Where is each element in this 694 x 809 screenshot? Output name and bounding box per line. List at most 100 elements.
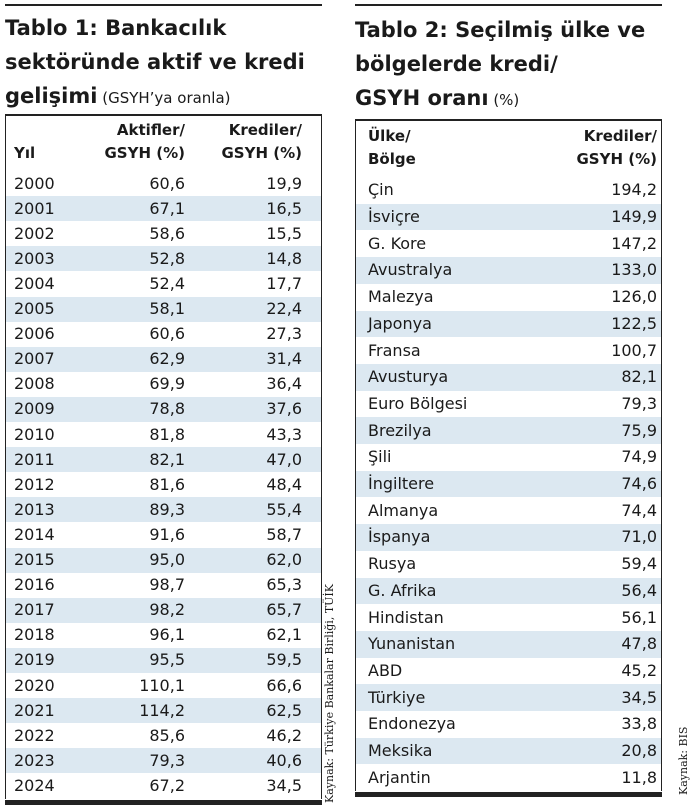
table-cell: Rusya bbox=[368, 554, 417, 574]
table-cell: 11,8 bbox=[621, 767, 657, 787]
title-text: Tablo 1: Bankacılık bbox=[5, 16, 227, 40]
table-cell: 58,7 bbox=[266, 524, 302, 544]
table-cell: 34,5 bbox=[621, 687, 657, 707]
table-cell: 40,6 bbox=[266, 750, 302, 770]
table-cell: Hindistan bbox=[368, 607, 444, 627]
table-cell: 89,3 bbox=[149, 499, 185, 519]
table-cell: 79,3 bbox=[621, 393, 657, 413]
table-cell: 15,5 bbox=[266, 223, 302, 243]
row-stripe bbox=[6, 447, 321, 473]
table-cell: 62,0 bbox=[266, 550, 302, 570]
table-cell: 58,1 bbox=[149, 299, 185, 319]
column-header: Bölge bbox=[368, 150, 416, 168]
table-cell: 194,2 bbox=[611, 180, 657, 200]
table-cell: 22,4 bbox=[266, 299, 302, 319]
table-cell: Arjantin bbox=[368, 767, 431, 787]
table-cell: 75,9 bbox=[621, 420, 657, 440]
row-stripe bbox=[6, 346, 321, 372]
table-cell: 2012 bbox=[14, 474, 55, 494]
table-cell: 66,6 bbox=[266, 675, 302, 695]
left-border bbox=[5, 114, 6, 799]
title-line: bölgelerde kredi/ bbox=[355, 48, 558, 80]
title-line: sektöründe aktif ve kredi bbox=[5, 46, 305, 78]
table-cell: 2008 bbox=[14, 374, 55, 394]
table-cell: 60,6 bbox=[149, 173, 185, 193]
table-cell: 74,4 bbox=[621, 500, 657, 520]
row-stripe bbox=[356, 417, 661, 444]
table-cell: 149,9 bbox=[611, 207, 657, 227]
table-cell: 81,6 bbox=[149, 474, 185, 494]
column-header: GSYH (%) bbox=[221, 144, 303, 162]
table-cell: 56,4 bbox=[621, 580, 657, 600]
table-cell: 56,1 bbox=[621, 607, 657, 627]
table-cell: 110,1 bbox=[139, 675, 185, 695]
table-cell: Endonezya bbox=[368, 714, 456, 734]
table-cell: Brezilya bbox=[368, 420, 432, 440]
table-cell: 2024 bbox=[14, 775, 55, 795]
table-cell: G. Kore bbox=[368, 233, 427, 253]
source-note: Kaynak: BIS bbox=[677, 726, 690, 796]
top-rule bbox=[355, 4, 662, 6]
table-cell: 74,9 bbox=[621, 447, 657, 467]
header-rule bbox=[355, 119, 662, 121]
column-header: Krediler/ bbox=[583, 127, 657, 145]
table-cell: 147,2 bbox=[611, 233, 657, 253]
table-cell: 2013 bbox=[14, 499, 55, 519]
table-cell: 98,2 bbox=[149, 600, 185, 620]
row-stripe bbox=[356, 630, 661, 658]
table-cell: 81,8 bbox=[149, 424, 185, 444]
row-stripe bbox=[6, 396, 321, 422]
table-cell: Yunanistan bbox=[368, 634, 456, 654]
row-stripe bbox=[6, 497, 321, 523]
title-line: Tablo 2: Seçilmiş ülke ve bbox=[355, 14, 645, 46]
title-text: gelişimi bbox=[5, 84, 98, 108]
table-cell: 55,4 bbox=[266, 499, 302, 519]
table-cell: 126,0 bbox=[611, 287, 657, 307]
row-stripe bbox=[6, 748, 321, 774]
row-stripe bbox=[356, 524, 661, 551]
table-cell: 82,1 bbox=[621, 367, 657, 387]
table-cell: 43,3 bbox=[266, 424, 302, 444]
table-cell: 95,5 bbox=[149, 650, 185, 670]
row-stripe bbox=[6, 296, 321, 322]
table-cell: Avustralya bbox=[368, 260, 453, 280]
table-cell: 52,4 bbox=[149, 273, 185, 293]
column-header: GSYH (%) bbox=[576, 150, 658, 168]
table-cell: 62,9 bbox=[149, 349, 185, 369]
table-cell: 62,5 bbox=[266, 700, 302, 720]
table-cell: Euro Bölgesi bbox=[368, 393, 468, 413]
table-cell: 2011 bbox=[14, 449, 55, 469]
source-note: Kaynak: Türkiye Bankalar Birliği, TÜİK bbox=[323, 583, 336, 803]
column-header: Aktifler/ bbox=[116, 121, 185, 139]
title-line: Tablo 1: Bankacılık bbox=[5, 12, 226, 44]
table-cell: 2010 bbox=[14, 424, 55, 444]
title-text: GSYH oranı bbox=[355, 86, 489, 110]
table-cell: Japonya bbox=[368, 313, 432, 333]
column-header: GSYH (%) bbox=[104, 144, 186, 162]
table-cell: İngiltere bbox=[368, 474, 435, 494]
right-border bbox=[321, 114, 322, 799]
table-cell: 69,9 bbox=[149, 374, 185, 394]
table-cell: 78,8 bbox=[149, 399, 185, 419]
table-cell: 47,0 bbox=[266, 449, 302, 469]
bottom-bar bbox=[5, 799, 322, 805]
table-cell: 95,0 bbox=[149, 550, 185, 570]
row-stripe bbox=[356, 470, 661, 498]
row-stripe bbox=[6, 196, 321, 222]
right-border bbox=[661, 119, 662, 792]
table-cell: 96,1 bbox=[149, 625, 185, 645]
table-cell: 2005 bbox=[14, 299, 55, 319]
table-cell: Çin bbox=[368, 180, 394, 200]
table-cell: 20,8 bbox=[621, 741, 657, 761]
table-cell: 37,6 bbox=[266, 399, 302, 419]
top-rule bbox=[5, 4, 322, 6]
row-stripe bbox=[356, 257, 661, 284]
table-cell: 58,6 bbox=[149, 223, 185, 243]
table-cell: ABD bbox=[368, 660, 403, 680]
row-stripe bbox=[6, 597, 321, 623]
left-border bbox=[355, 119, 356, 792]
table-cell: 2002 bbox=[14, 223, 55, 243]
table-cell: 48,4 bbox=[266, 474, 302, 494]
row-stripe bbox=[356, 310, 661, 338]
